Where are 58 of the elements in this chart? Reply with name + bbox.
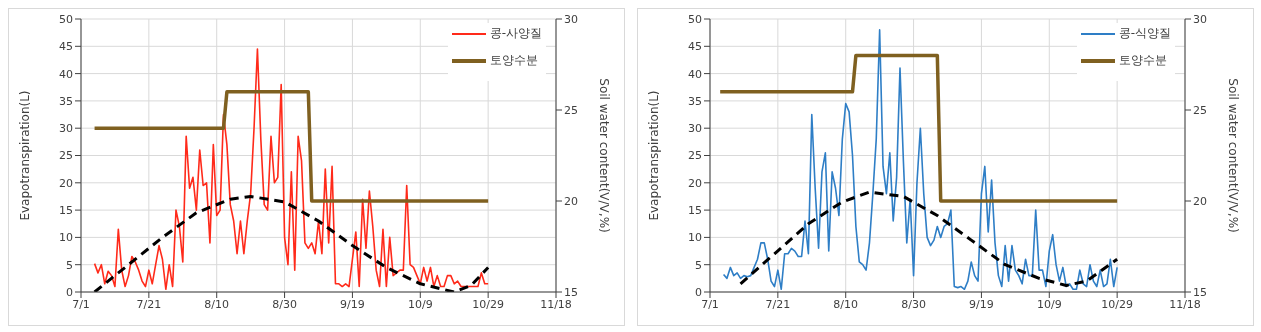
y-tick-label: 5 bbox=[695, 258, 702, 272]
y-tick-label: 50 bbox=[688, 12, 702, 26]
line-series bbox=[739, 190, 1119, 287]
x-tick-label: 9/19 bbox=[340, 297, 365, 311]
y-tick-label: 20 bbox=[59, 176, 73, 190]
legend-label: 콩-사양질 bbox=[489, 25, 542, 42]
y-tick-label: 15 bbox=[59, 204, 73, 218]
y-tick-label: 0 bbox=[695, 285, 702, 299]
y-tick-label: 10 bbox=[59, 231, 73, 245]
x-tick-label: 8/10 bbox=[833, 297, 859, 311]
x-tick-label: 7/21 bbox=[765, 297, 791, 311]
y2-tick-label: 15 bbox=[564, 285, 578, 299]
x-tick-label: 7/21 bbox=[136, 297, 162, 311]
y-tick-label: 45 bbox=[688, 40, 702, 54]
y-axis-title: Evapotranspiration(L) bbox=[18, 90, 33, 221]
y-tick-label: 50 bbox=[59, 12, 73, 26]
y2-tick-label: 25 bbox=[1193, 103, 1207, 117]
y2-tick-label: 25 bbox=[564, 103, 578, 117]
y-tick-label: 15 bbox=[688, 204, 702, 218]
y2-tick-label: 20 bbox=[1193, 194, 1207, 208]
y-tick-label: 40 bbox=[59, 67, 73, 81]
y-tick-label: 5 bbox=[66, 258, 73, 272]
y-tick-label: 35 bbox=[59, 94, 73, 108]
x-tick-label: 11/18 bbox=[540, 297, 572, 311]
x-tick-label: 7/1 bbox=[701, 297, 719, 311]
legend-label: 토양수분 bbox=[489, 52, 538, 69]
y-axis-title: Evapotranspiration(L) bbox=[647, 90, 662, 221]
y-tick-label: 35 bbox=[688, 94, 702, 108]
y-tick-label: 20 bbox=[688, 176, 702, 190]
y-tick-label: 30 bbox=[59, 122, 73, 136]
y2-tick-label: 30 bbox=[1193, 12, 1207, 26]
x-tick-label: 10/29 bbox=[1101, 297, 1133, 311]
y2-axis-title: Soil water content(V/V,%) bbox=[596, 78, 611, 233]
line-series bbox=[722, 29, 1118, 291]
x-tick-label: 11/18 bbox=[1169, 297, 1201, 311]
x-tick-label: 10/9 bbox=[1036, 297, 1062, 311]
line-series bbox=[93, 48, 489, 291]
x-tick-label: 7/1 bbox=[72, 297, 90, 311]
y2-tick-label: 30 bbox=[564, 12, 578, 26]
y-tick-label: 40 bbox=[688, 67, 702, 81]
y2-tick-label: 20 bbox=[564, 194, 578, 208]
legend-label: 토양수분 bbox=[1118, 52, 1167, 69]
x-tick-label: 8/30 bbox=[272, 297, 297, 311]
x-tick-label: 9/19 bbox=[969, 297, 994, 311]
x-tick-label: 10/9 bbox=[407, 297, 433, 311]
line-series bbox=[93, 194, 490, 292]
y-tick-label: 30 bbox=[688, 122, 702, 136]
y-tick-label: 25 bbox=[688, 149, 702, 163]
legend-label: 콩-식양질 bbox=[1118, 25, 1171, 42]
y-tick-label: 0 bbox=[66, 285, 73, 299]
y2-tick-label: 15 bbox=[1193, 285, 1207, 299]
y-tick-label: 45 bbox=[59, 40, 73, 54]
x-tick-label: 8/10 bbox=[204, 297, 230, 311]
y-tick-label: 10 bbox=[688, 231, 702, 245]
y2-axis-title: Soil water content(V/V,%) bbox=[1225, 78, 1240, 233]
x-tick-label: 10/29 bbox=[472, 297, 504, 311]
x-tick-label: 8/30 bbox=[901, 297, 926, 311]
y-tick-label: 25 bbox=[59, 149, 73, 163]
